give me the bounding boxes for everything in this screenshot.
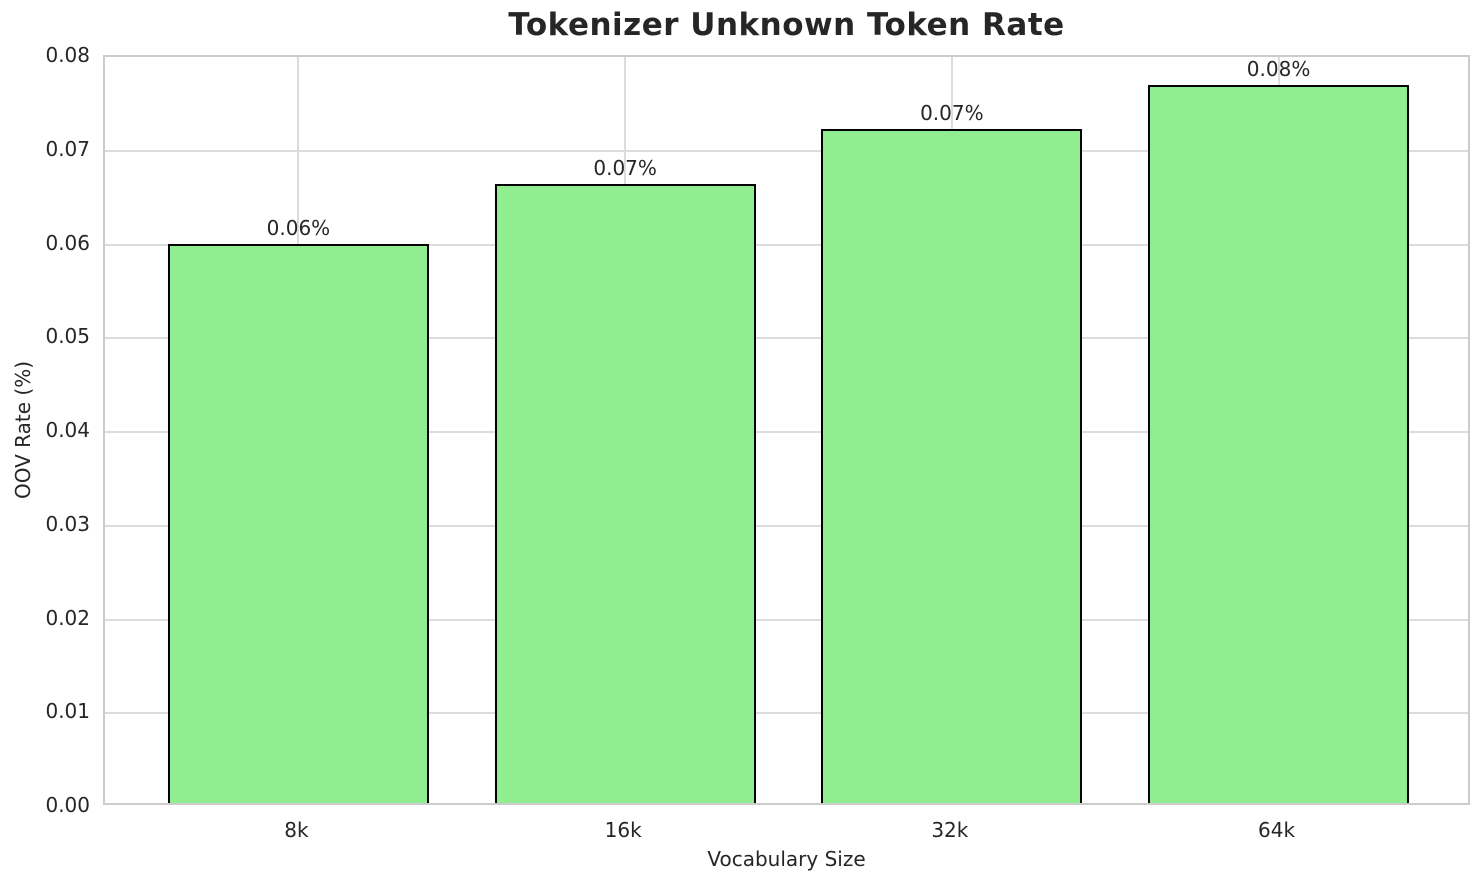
x-tick-label: 8k xyxy=(284,818,309,842)
bar-value-label: 0.07% xyxy=(593,156,657,181)
y-tick-label: 0.01 xyxy=(45,699,90,724)
plot-area: 0.06% 0.07% 0.07% 0.08% xyxy=(103,55,1470,805)
bar-value-label: 0.06% xyxy=(266,216,331,241)
x-tick-label: 16k xyxy=(604,818,642,842)
horizontal-gridline xyxy=(105,712,1468,715)
y-tick-label: 0.04 xyxy=(45,418,90,442)
x-axis-label: Vocabulary Size xyxy=(707,847,866,871)
horizontal-gridline xyxy=(105,149,1468,152)
chart-title: Tokenizer Unknown Token Rate xyxy=(508,7,1065,43)
y-tick-label: 0.02 xyxy=(45,605,90,630)
bar-value-label: 0.07% xyxy=(920,100,984,125)
horizontal-gridline xyxy=(105,337,1468,340)
bar-8k xyxy=(167,244,429,803)
horizontal-gridline xyxy=(105,618,1468,621)
y-tick-label: 0.06 xyxy=(45,230,90,255)
x-tick-label: 32k xyxy=(931,818,969,842)
horizontal-gridline xyxy=(105,524,1468,527)
horizontal-gridline xyxy=(105,243,1468,246)
y-tick-label: 0.08 xyxy=(45,43,90,67)
y-tick-label: 0.05 xyxy=(45,324,90,349)
bar-32k xyxy=(821,128,1083,803)
bar-value-label: 0.08% xyxy=(1246,56,1311,81)
y-tick-label: 0.03 xyxy=(45,511,90,536)
bar-64k xyxy=(1148,84,1410,803)
bar-16k xyxy=(494,184,756,803)
y-tick-label: 0.07 xyxy=(45,136,90,161)
horizontal-gridline xyxy=(105,431,1468,433)
x-tick-label: 64k xyxy=(1258,818,1296,842)
y-tick-label: 0.00 xyxy=(45,793,90,817)
